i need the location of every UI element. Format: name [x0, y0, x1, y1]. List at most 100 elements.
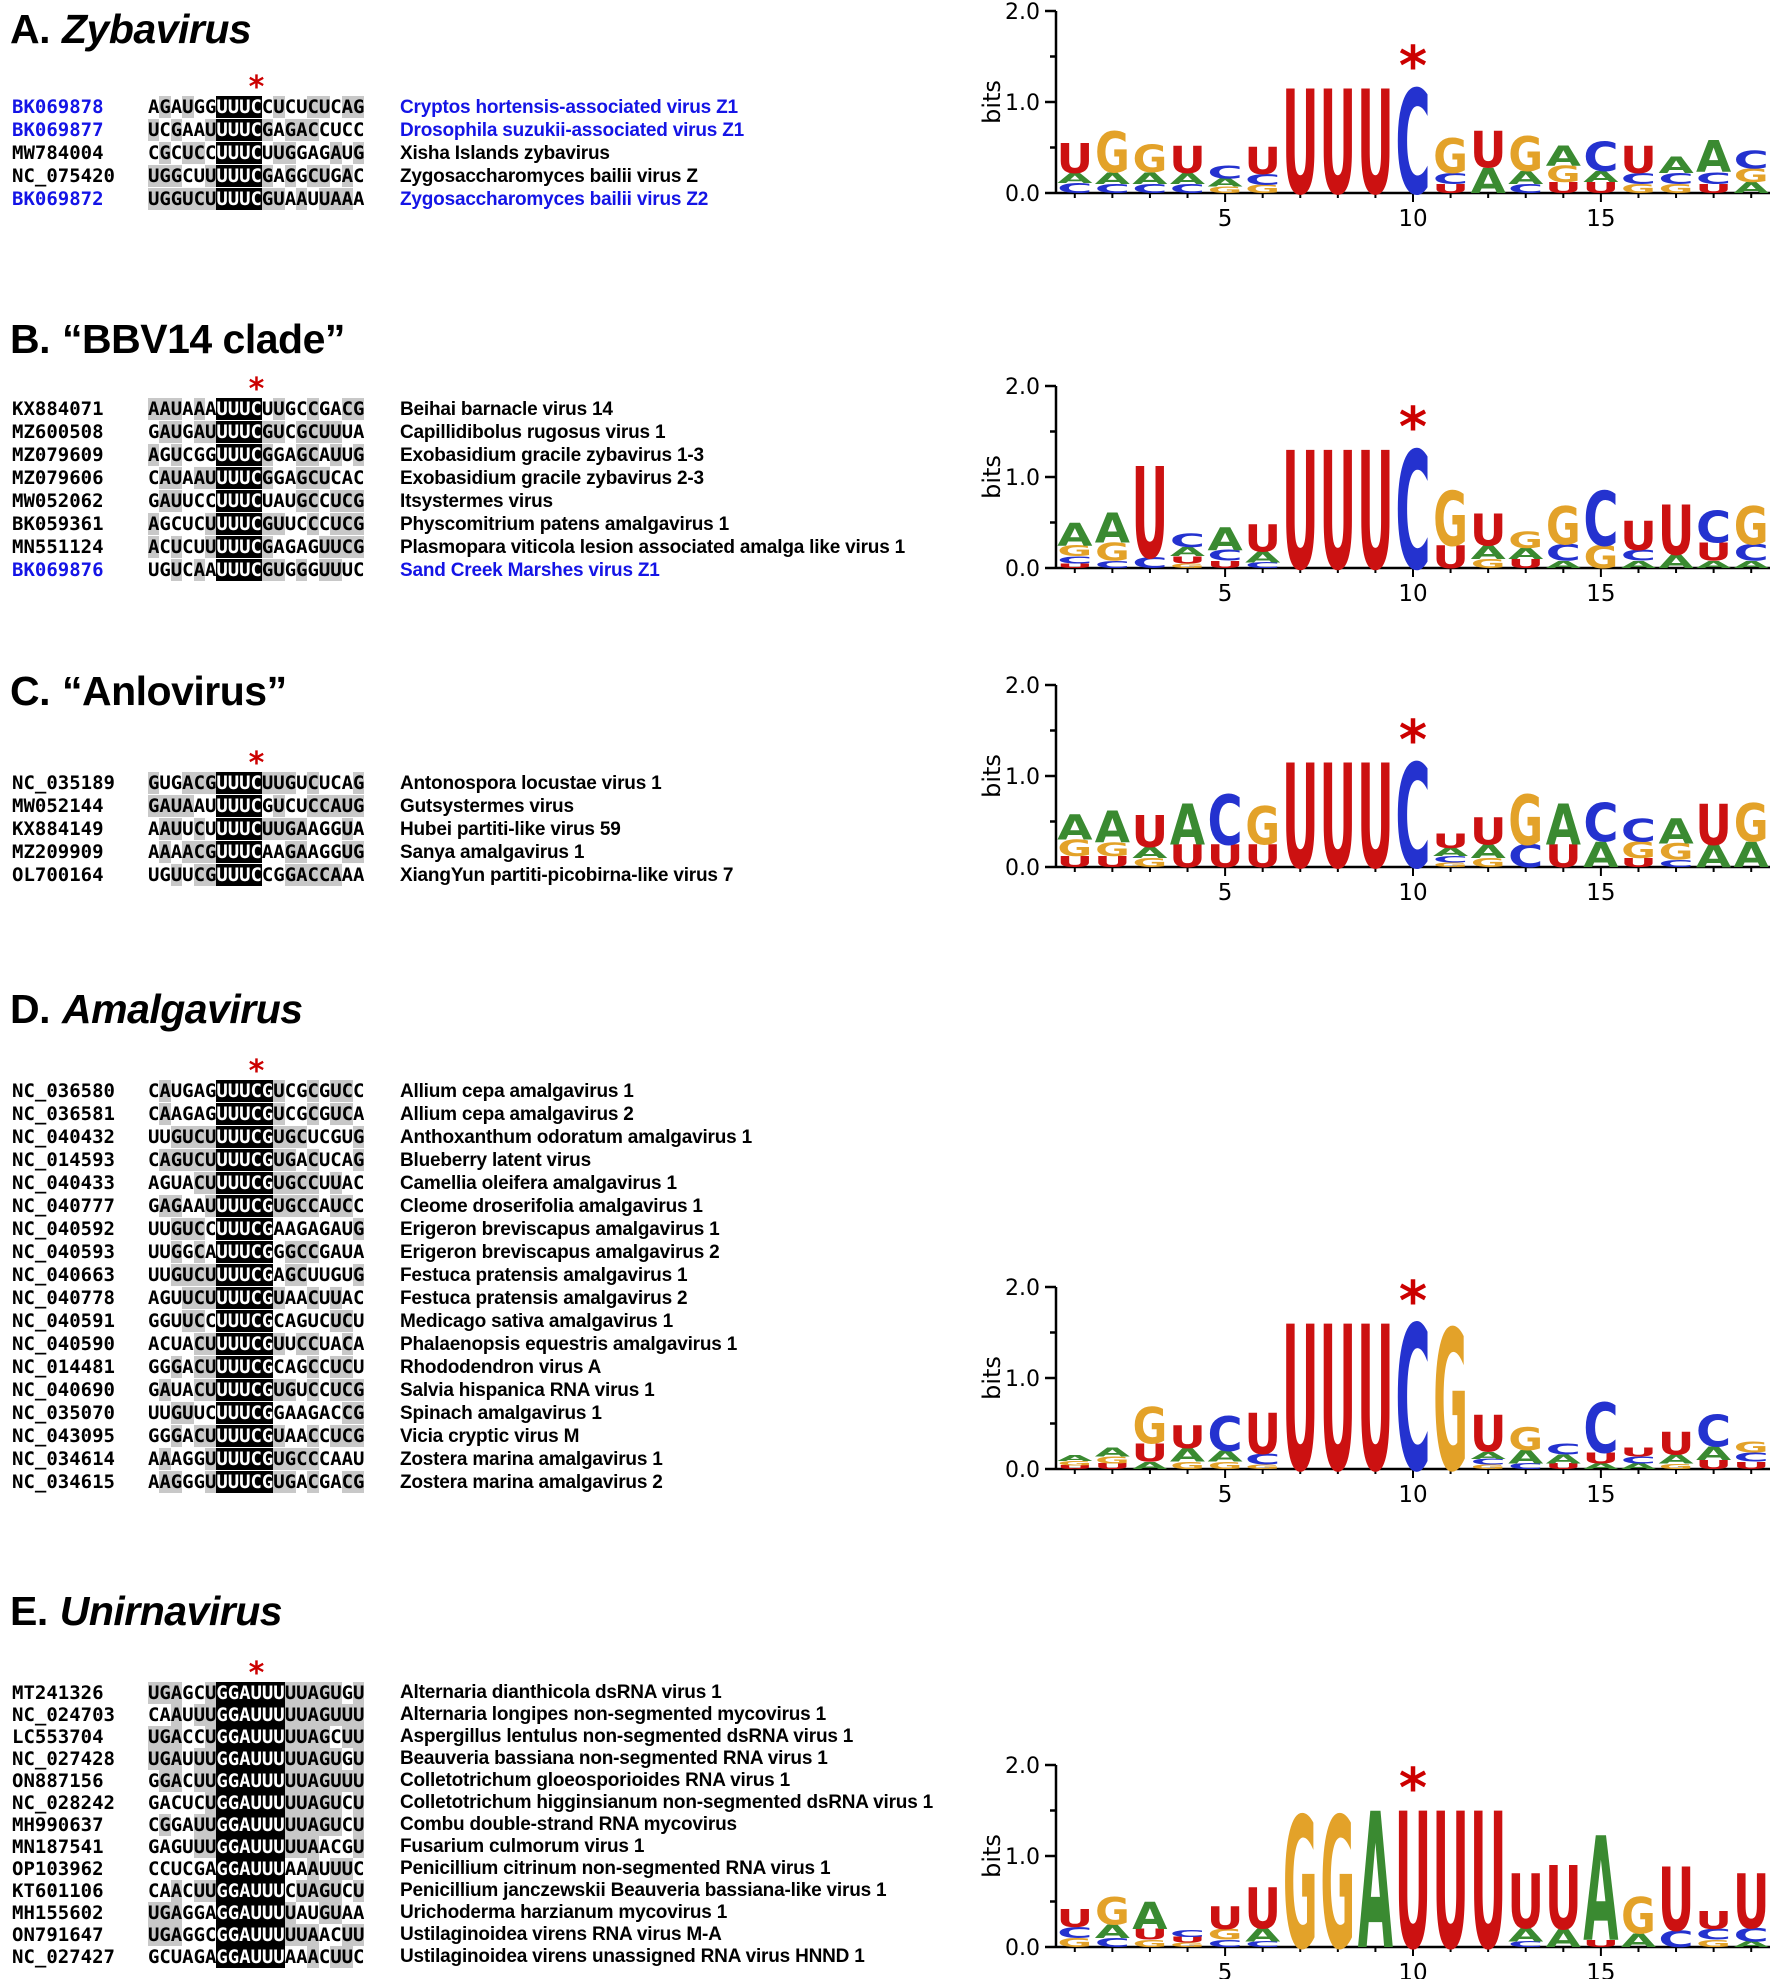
- sequence-residue: U: [273, 1379, 285, 1401]
- sequence-residue: G: [296, 1103, 308, 1125]
- sequence-residue: U: [170, 467, 183, 489]
- logo-letter-U: U: [1282, 1286, 1318, 1518]
- sequence-residue: C: [250, 1425, 262, 1447]
- sequence-residue: G: [261, 1264, 274, 1286]
- sequence-residue: U: [216, 398, 228, 420]
- accession: MW052062: [12, 490, 104, 512]
- accession: NC_040432: [12, 1126, 115, 1148]
- accession: BK069872: [12, 188, 104, 210]
- sequence-residue: U: [239, 490, 251, 512]
- logo-letter-A: A: [1170, 794, 1206, 859]
- y-axis-tick-label: 1.0: [1005, 1845, 1040, 1870]
- virus-name: Sanya amalgavirus 1: [400, 842, 585, 863]
- logo-letter-C: C: [1546, 1441, 1581, 1458]
- logo-letter-A: A: [1207, 176, 1243, 189]
- panel-title: Zybavirus: [62, 6, 252, 52]
- sequence-residue: G: [330, 165, 342, 187]
- sequence-residue: C: [307, 1103, 319, 1125]
- logo-letter-G: G: [1621, 837, 1656, 863]
- sequence-residue: U: [273, 559, 285, 581]
- sequence-residue: G: [318, 1080, 331, 1102]
- sequence-residue: U: [341, 795, 354, 817]
- sequence-residue: U: [227, 188, 240, 210]
- sequence: UGAGGCGGAUUUUUAACUU: [148, 1924, 364, 1946]
- virus-name: Alternaria longipes non-segmented mycovi…: [400, 1704, 826, 1725]
- sequence-residue: C: [353, 119, 365, 141]
- logo-letter-A: A: [1696, 132, 1732, 183]
- sequence-residue: U: [170, 444, 183, 466]
- sequence-residue: C: [204, 490, 217, 512]
- sequence-residue: A: [330, 1471, 342, 1493]
- sequence-residue: C: [307, 1356, 319, 1378]
- sequence-residue: U: [341, 1218, 354, 1240]
- sequence-residue: C: [353, 559, 365, 581]
- sequence-residue: U: [239, 864, 251, 886]
- sequence-residue: U: [330, 444, 342, 466]
- sequence: CAUGAGUUUCGUCGCGUCC: [148, 1080, 364, 1102]
- panel-heading: D. Amalgavirus: [10, 986, 303, 1033]
- logo-asterisk: *: [1399, 1269, 1427, 1332]
- sequence-residue: C: [250, 536, 262, 558]
- sequence-residue: U: [159, 1126, 171, 1148]
- sequence-residue: C: [193, 513, 206, 535]
- sequence-residue: A: [296, 1946, 308, 1968]
- sequence-residue: A: [307, 1704, 319, 1726]
- logo-letter-A: A: [1621, 1930, 1656, 1952]
- sequence-residue: C: [307, 1241, 319, 1263]
- sequence-residue: U: [216, 1448, 228, 1470]
- sequence-residue: U: [261, 1748, 274, 1770]
- logo-letter-A: A: [1546, 794, 1582, 859]
- sequence-residue: G: [193, 96, 206, 118]
- sequence-residue: A: [273, 1218, 285, 1240]
- accession: NC_035070: [12, 1402, 115, 1424]
- sequence-residue: U: [193, 165, 206, 187]
- sequence-residue: G: [170, 188, 183, 210]
- logo-letter-A: A: [1245, 1925, 1280, 1947]
- sequence-residue: A: [353, 864, 365, 886]
- sequence-residue: A: [159, 1836, 171, 1858]
- sequence-residue: C: [318, 1425, 331, 1447]
- sequence-residue: U: [216, 513, 228, 535]
- sequence-residue: A: [318, 1924, 331, 1946]
- sequence-residue: U: [216, 490, 228, 512]
- sequence-residue: G: [307, 1402, 319, 1424]
- logo-letter-G: G: [1584, 539, 1619, 575]
- logo-letter-U: U: [1320, 61, 1356, 228]
- logo-letter-U: U: [1169, 839, 1205, 875]
- sequence-residue: A: [284, 1356, 297, 1378]
- sequence-residue: U: [148, 119, 160, 141]
- sequence-residue: U: [182, 818, 194, 840]
- sequence-residue: G: [193, 1924, 206, 1946]
- sequence: GGGACUUUUCGCAGCCUCU: [148, 1356, 364, 1378]
- logo-letter-U: U: [1507, 556, 1543, 571]
- sequence-residue: C: [250, 142, 262, 164]
- logo-letter-G: G: [1245, 797, 1280, 858]
- sequence-residue: C: [307, 1149, 319, 1171]
- sequence-residue: U: [182, 1287, 194, 1309]
- sequence-residue: U: [273, 1448, 285, 1470]
- sequence: GGUUCCUUUCGCAGUCUCU: [148, 1310, 364, 1332]
- sequence-residue: U: [330, 559, 342, 581]
- sequence-residue: C: [353, 467, 365, 489]
- sequence-residue: U: [239, 795, 251, 817]
- sequence-residue: C: [284, 96, 297, 118]
- sequence-residue: C: [330, 1726, 342, 1748]
- sequence: AGCUCUUUUCGUUCCCUCG: [148, 513, 364, 535]
- virus-name: Sand Creek Marshes virus Z1: [400, 560, 660, 581]
- sequence-residue: U: [330, 1287, 342, 1309]
- logo-letter-U: U: [1620, 1445, 1656, 1460]
- sequence-residue: A: [239, 1814, 251, 1836]
- sequence-residue: C: [353, 1195, 365, 1217]
- accession: NC_027427: [12, 1946, 115, 1968]
- logo-letter-G: G: [1208, 1460, 1243, 1471]
- sequence-residue: C: [250, 559, 262, 581]
- logo-letter-U: U: [1169, 1935, 1205, 1944]
- logo-letter-A: A: [1471, 542, 1506, 564]
- sequence-residue: C: [307, 119, 319, 141]
- logo-letter-G: G: [1057, 543, 1092, 560]
- sequence-residue: U: [273, 795, 285, 817]
- y-axis-tick-label: 0.0: [1005, 557, 1040, 582]
- logo-letter-U: U: [1620, 514, 1656, 560]
- sequence-residue: C: [307, 864, 319, 886]
- logo-letter-G: G: [1095, 538, 1130, 567]
